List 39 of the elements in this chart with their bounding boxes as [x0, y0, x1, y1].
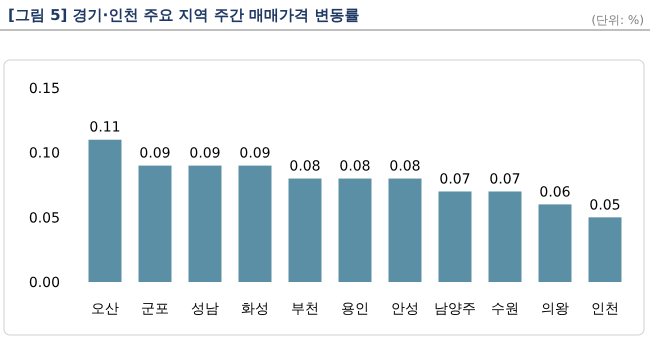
bar — [338, 178, 372, 282]
data-label: 0.07 — [439, 171, 471, 188]
bar — [288, 178, 322, 282]
y-tick-label: 0.05 — [28, 210, 60, 226]
x-tick-label: 용인 — [341, 301, 369, 317]
data-label: 0.08 — [339, 158, 371, 175]
x-tick-label: 수원 — [491, 301, 519, 317]
bar — [238, 166, 272, 282]
x-tick-label: 화성 — [241, 301, 269, 317]
data-label: 0.08 — [289, 158, 321, 175]
data-label: 0.09 — [239, 146, 271, 162]
x-tick-label: 의왕 — [541, 301, 569, 317]
bar — [588, 217, 622, 282]
x-tick-label: 안성 — [391, 301, 419, 317]
chart-title: [그림 5] 경기·인천 주요 지역 주간 매매가격 변동률 — [8, 6, 360, 24]
x-tick-label: 부천 — [291, 301, 319, 317]
data-label: 0.08 — [389, 158, 421, 175]
x-tick-label: 오산 — [91, 301, 119, 317]
x-tick-label: 남양주 — [434, 301, 476, 317]
data-label: 0.09 — [139, 146, 171, 162]
y-tick-label: 0.00 — [28, 275, 60, 291]
data-label: 0.11 — [89, 120, 121, 136]
x-tick-label: 인천 — [591, 301, 619, 317]
bar — [138, 166, 172, 282]
y-tick-label: 0.10 — [28, 146, 60, 162]
x-tick-label: 군포 — [141, 301, 169, 317]
bar — [88, 140, 122, 282]
data-label: 0.09 — [189, 146, 221, 162]
bar — [488, 191, 522, 282]
x-tick-label: 성남 — [191, 301, 219, 317]
data-label: 0.07 — [489, 171, 521, 188]
y-tick-label: 0.15 — [28, 81, 60, 97]
text: (단위: %) — [591, 13, 644, 27]
bar — [538, 204, 572, 282]
bar — [388, 178, 422, 282]
data-label: 0.06 — [539, 184, 571, 200]
data-label: 0.05 — [589, 197, 621, 214]
bar — [188, 166, 222, 282]
bar — [438, 191, 472, 282]
